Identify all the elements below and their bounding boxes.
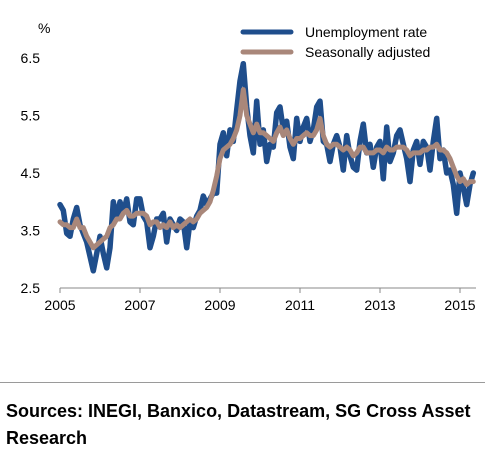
source-divider <box>0 382 485 383</box>
x-axis-ticks: 2005 2007 2009 2011 2013 2015 <box>44 288 476 313</box>
x-tick-label: 2013 <box>364 297 395 313</box>
y-tick-label: 4.5 <box>21 165 41 181</box>
x-tick-label: 2007 <box>124 297 155 313</box>
series-layer <box>57 60 477 274</box>
x-tick-label: 2015 <box>444 297 475 313</box>
y-tick-label: 2.5 <box>21 280 41 296</box>
source-note: Sources: INEGI, Banxico, Datastream, SG … <box>6 401 471 448</box>
line-chart: 6.55.54.53.52.5 % 2005 2007 2009 2011 2013 20… <box>21 20 477 313</box>
legend-label-seasonally-adjusted: Seasonally adjusted <box>305 44 430 60</box>
x-tick-label: 2009 <box>204 297 235 313</box>
series-line-seasonally-adjusted <box>57 87 476 251</box>
y-tick-label: 6.5 <box>21 50 41 66</box>
y-axis-unit-label: % <box>38 20 50 36</box>
series-line-unemployment-rate <box>57 60 477 274</box>
x-tick-label: 2011 <box>285 297 315 313</box>
legend-label-unemployment-rate: Unemployment rate <box>305 24 427 40</box>
y-tick-label: 3.5 <box>21 223 41 239</box>
y-tick-label: 5.5 <box>21 108 41 124</box>
x-tick-label: 2005 <box>44 297 75 313</box>
legend: Unemployment rate Seasonally adjusted <box>240 24 430 60</box>
y-axis-ticks: 6.5 5.5 4.5 3.5 2.5 <box>21 50 41 296</box>
